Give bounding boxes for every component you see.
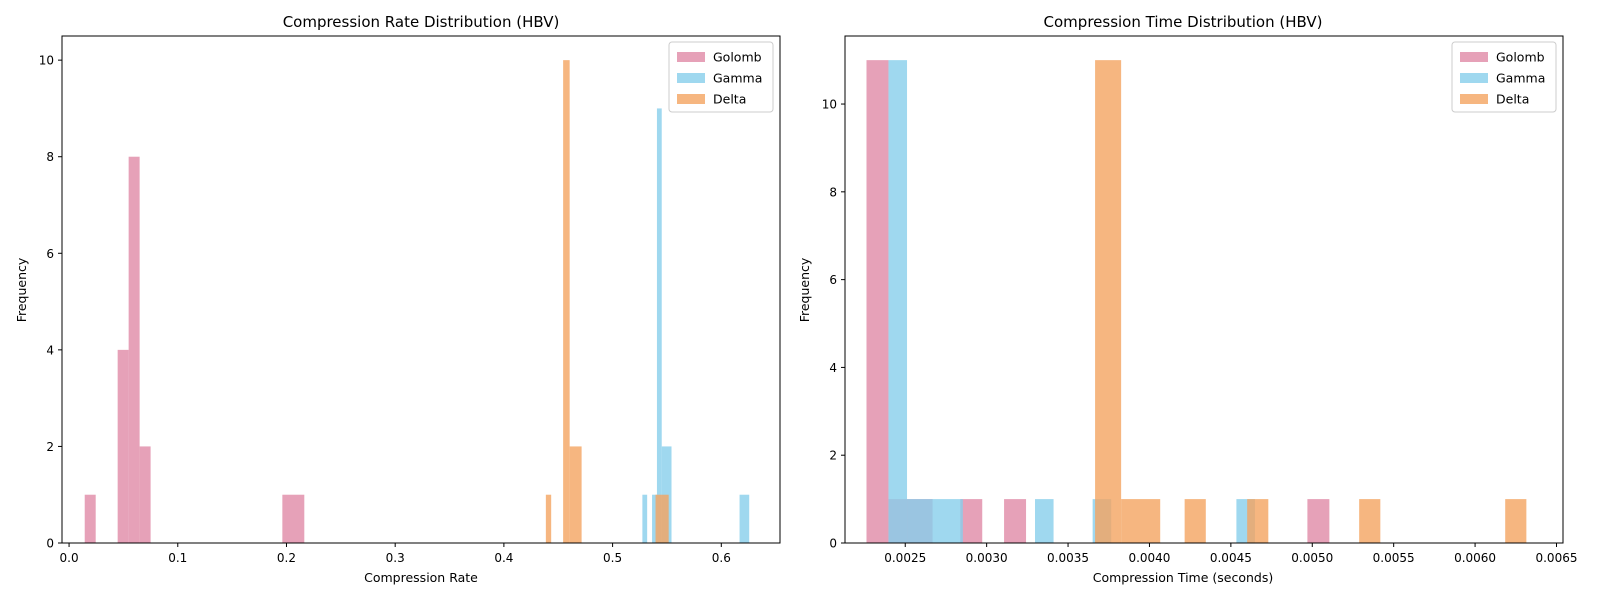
rate-y-tick-label-2: 4 xyxy=(46,343,54,357)
time-bar-delta-2 xyxy=(1184,499,1206,543)
rate-legend-swatch-gamma xyxy=(677,73,705,83)
time-legend-label-delta: Delta xyxy=(1496,92,1529,107)
time-bar-delta-1 xyxy=(1121,499,1161,543)
time-x-axis-label: Compression Time (seconds) xyxy=(1093,570,1274,585)
rate-y-tick-label-4: 8 xyxy=(46,150,54,164)
time-x-ticks: 0.0025 0.0030 0.0035 0.0040 0.0045 0.0050 0.00… xyxy=(884,543,1577,565)
rate-x-tick-label-3: 0.3 xyxy=(386,551,405,565)
rate-bar-golomb-0 xyxy=(84,494,96,543)
rate-legend-label-gamma: Gamma xyxy=(713,71,762,86)
rate-y-axis-label: Frequency xyxy=(14,257,29,322)
time-y-tick-label-0: 0 xyxy=(829,537,837,551)
rate-bar-golomb-4 xyxy=(282,494,305,543)
time-bar-delta-0 xyxy=(1095,60,1122,543)
time-bar-golomb-0 xyxy=(866,60,889,543)
rate-bar-gamma-2 xyxy=(656,108,662,544)
time-bar-gamma-0 xyxy=(888,60,908,543)
time-y-tick-label-1: 2 xyxy=(829,449,837,463)
rate-y-tick-label-1: 2 xyxy=(46,440,54,454)
time-x-tick-label-7: 0.0060 xyxy=(1454,551,1496,565)
rate-y-ticks: 0 2 4 6 8 10 xyxy=(39,54,62,551)
rate-legend-label-golomb: Golomb xyxy=(713,50,762,65)
time-legend-swatch-golomb xyxy=(1460,52,1488,62)
rate-bar-delta-0 xyxy=(545,494,552,543)
time-bars xyxy=(866,60,1527,543)
time-bar-delta-3 xyxy=(1247,499,1269,543)
time-x-tick-label-3: 0.0040 xyxy=(1128,551,1170,565)
rate-bar-gamma-0 xyxy=(642,494,648,543)
time-bar-golomb-4 xyxy=(1307,499,1330,543)
time-histogram-panel: Compression Time Distribution (HBV) 0.00… xyxy=(797,13,1577,585)
time-y-axis-label: Frequency xyxy=(797,257,812,322)
time-bar-delta-4 xyxy=(1359,499,1381,543)
time-y-ticks: 0 2 4 6 8 10 xyxy=(822,98,845,551)
rate-histogram-panel: Compression Rate Distribution (HBV) 0.0 0… xyxy=(14,13,781,585)
time-legend-swatch-delta xyxy=(1460,94,1488,104)
rate-y-tick-label-3: 6 xyxy=(46,247,54,261)
time-bar-gamma-2 xyxy=(1035,499,1054,543)
rate-legend-label-delta: Delta xyxy=(713,92,746,107)
rate-legend-swatch-golomb xyxy=(677,52,705,62)
rate-chart-title: Compression Rate Distribution (HBV) xyxy=(283,13,560,31)
time-y-tick-label-4: 8 xyxy=(829,185,837,199)
rate-bar-gamma-1 xyxy=(652,494,657,543)
time-legend-label-golomb: Golomb xyxy=(1496,50,1545,65)
rate-bar-golomb-1 xyxy=(117,349,129,543)
rate-x-tick-label-4: 0.4 xyxy=(494,551,513,565)
rate-x-tick-label-0: 0.0 xyxy=(60,551,79,565)
time-bar-gamma-1 xyxy=(907,499,963,543)
rate-x-tick-label-6: 0.6 xyxy=(712,551,731,565)
time-x-tick-label-4: 0.0045 xyxy=(1210,551,1252,565)
time-chart-title: Compression Time Distribution (HBV) xyxy=(1044,13,1323,31)
time-bar-golomb-2 xyxy=(960,499,983,543)
rate-x-axis-label: Compression Rate xyxy=(364,570,478,585)
time-x-tick-label-5: 0.0050 xyxy=(1291,551,1333,565)
time-bar-delta-5 xyxy=(1505,499,1527,543)
rate-bar-golomb-2 xyxy=(128,156,140,543)
time-x-tick-label-2: 0.0035 xyxy=(1047,551,1089,565)
rate-bar-delta-3 xyxy=(655,494,669,543)
time-plot-frame xyxy=(844,35,1564,544)
rate-y-tick-label-0: 0 xyxy=(46,537,54,551)
rate-bar-delta-1 xyxy=(563,60,570,543)
time-legend-swatch-gamma xyxy=(1460,73,1488,83)
rate-bar-gamma-4 xyxy=(739,494,750,543)
time-y-tick-label-3: 6 xyxy=(829,273,837,287)
rate-x-tick-label-1: 0.1 xyxy=(168,551,187,565)
rate-y-tick-label-5: 10 xyxy=(39,54,54,68)
time-x-tick-label-8: 0.0065 xyxy=(1535,551,1577,565)
time-y-tick-label-2: 4 xyxy=(829,361,837,375)
time-x-tick-label-6: 0.0055 xyxy=(1373,551,1415,565)
time-y-tick-label-5: 10 xyxy=(822,98,837,112)
rate-x-tick-label-5: 0.5 xyxy=(603,551,622,565)
rate-x-tick-label-2: 0.2 xyxy=(277,551,296,565)
rate-x-ticks: 0.0 0.1 0.2 0.3 0.4 0.5 0.6 xyxy=(60,543,731,565)
rate-bar-golomb-3 xyxy=(139,446,151,543)
rate-bars xyxy=(84,60,750,544)
rate-plot-frame xyxy=(61,35,781,544)
rate-legend-swatch-delta xyxy=(677,94,705,104)
rate-legend: Golomb Gamma Delta xyxy=(668,41,774,113)
time-legend: Golomb Gamma Delta xyxy=(1451,41,1557,113)
rate-bar-delta-2 xyxy=(569,446,582,543)
time-x-tick-label-1: 0.0030 xyxy=(966,551,1008,565)
time-bar-golomb-3 xyxy=(1004,499,1027,543)
time-legend-label-gamma: Gamma xyxy=(1496,71,1545,86)
time-x-tick-label-0: 0.0025 xyxy=(884,551,926,565)
